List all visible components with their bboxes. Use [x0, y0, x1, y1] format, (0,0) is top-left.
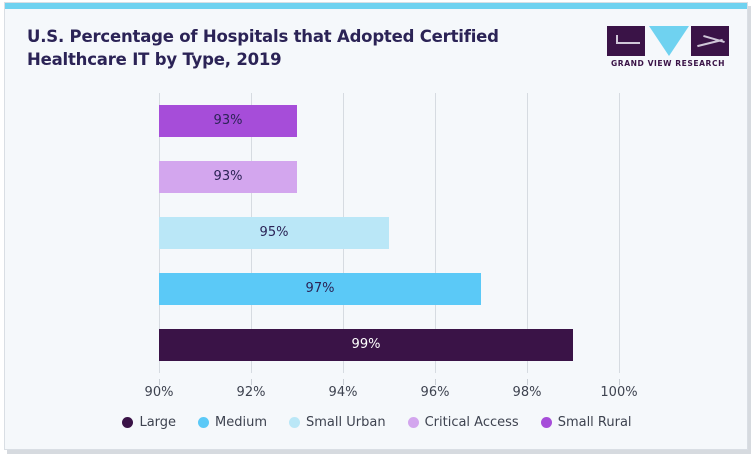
x-axis-tick-label: 96% [420, 385, 450, 400]
legend-label: Large [139, 415, 177, 430]
x-axis-tick-label: 100% [600, 385, 638, 400]
bar[interactable]: 99% [159, 329, 573, 361]
logo-left-rect-icon [607, 26, 645, 56]
grand-view-research-logo: GRAND VIEW RESEARCH [607, 26, 729, 72]
chart-header: U.S. Percentage of Hospitals that Adopte… [5, 9, 747, 81]
page-title: U.S. Percentage of Hospitals that Adopte… [27, 27, 499, 69]
legend-label: Small Rural [557, 415, 632, 430]
gridline [619, 93, 620, 373]
bar-chart: 90% 92% 94% 96% 98% 100% Small Rural93%Critica… [5, 87, 747, 400]
bar-row: Medium97% [159, 261, 619, 317]
plot-area: 90% 92% 94% 96% 98% 100% Small Rural93%Critica… [145, 93, 638, 400]
legend-item[interactable]: Critical Access [407, 415, 519, 430]
x-tick-mark [527, 379, 528, 385]
bar-row: Small Urban95% [159, 205, 619, 261]
legend-label: Critical Access [424, 415, 519, 430]
bar[interactable]: 93% [159, 161, 297, 193]
logo-triangle-icon [649, 26, 689, 56]
logo-right-rect-icon [691, 26, 729, 56]
accent-top-bar [5, 3, 747, 9]
bar-value-label: 93% [213, 113, 243, 128]
x-tick-mark [251, 379, 252, 385]
bar-value-label: 97% [305, 281, 335, 296]
bar-value-label: 99% [351, 337, 381, 352]
legend-item[interactable]: Large [122, 415, 176, 430]
logo-left-line-v [616, 35, 618, 44]
legend-item[interactable]: Medium [198, 415, 267, 430]
logo-left-line-h [616, 42, 640, 44]
x-axis-tick-label: 90% [144, 385, 174, 400]
bar[interactable]: 97% [159, 273, 481, 305]
legend-swatch-icon [122, 417, 134, 428]
legend-label: Small Urban [306, 415, 386, 430]
gridline [435, 93, 436, 373]
legend-swatch-icon [198, 417, 210, 428]
bar-value-label: 93% [213, 169, 243, 184]
legend-swatch-icon [289, 417, 301, 428]
legend-label: Medium [215, 415, 268, 430]
bar-row: Critical Access93% [159, 149, 619, 205]
legend-swatch-icon [540, 417, 552, 428]
bar-value-label: 95% [259, 225, 289, 240]
bar-row: Small Rural93% [159, 93, 619, 149]
chart-legend: Large Medium Small Urban Critical Access Sma… [5, 415, 747, 430]
bar-row: Large99% [159, 317, 619, 373]
gridline [527, 93, 528, 373]
logo-mark [607, 26, 729, 56]
x-tick-mark [619, 379, 620, 385]
x-axis-tick-label: 92% [236, 385, 266, 400]
legend-item[interactable]: Small Rural [540, 415, 632, 430]
bar[interactable]: 93% [159, 105, 297, 137]
logo-wordmark: GRAND VIEW RESEARCH [611, 59, 725, 68]
x-tick-mark [343, 379, 344, 385]
x-tick-mark [159, 379, 160, 385]
legend-item[interactable]: Small Urban [289, 415, 386, 430]
x-axis-tick-label: 98% [512, 385, 542, 400]
chart-card: U.S. Percentage of Hospitals that Adopte… [4, 2, 748, 450]
x-axis-tick-label: 94% [328, 385, 358, 400]
legend-swatch-icon [407, 417, 419, 428]
x-tick-mark [435, 379, 436, 385]
bar[interactable]: 95% [159, 217, 389, 249]
